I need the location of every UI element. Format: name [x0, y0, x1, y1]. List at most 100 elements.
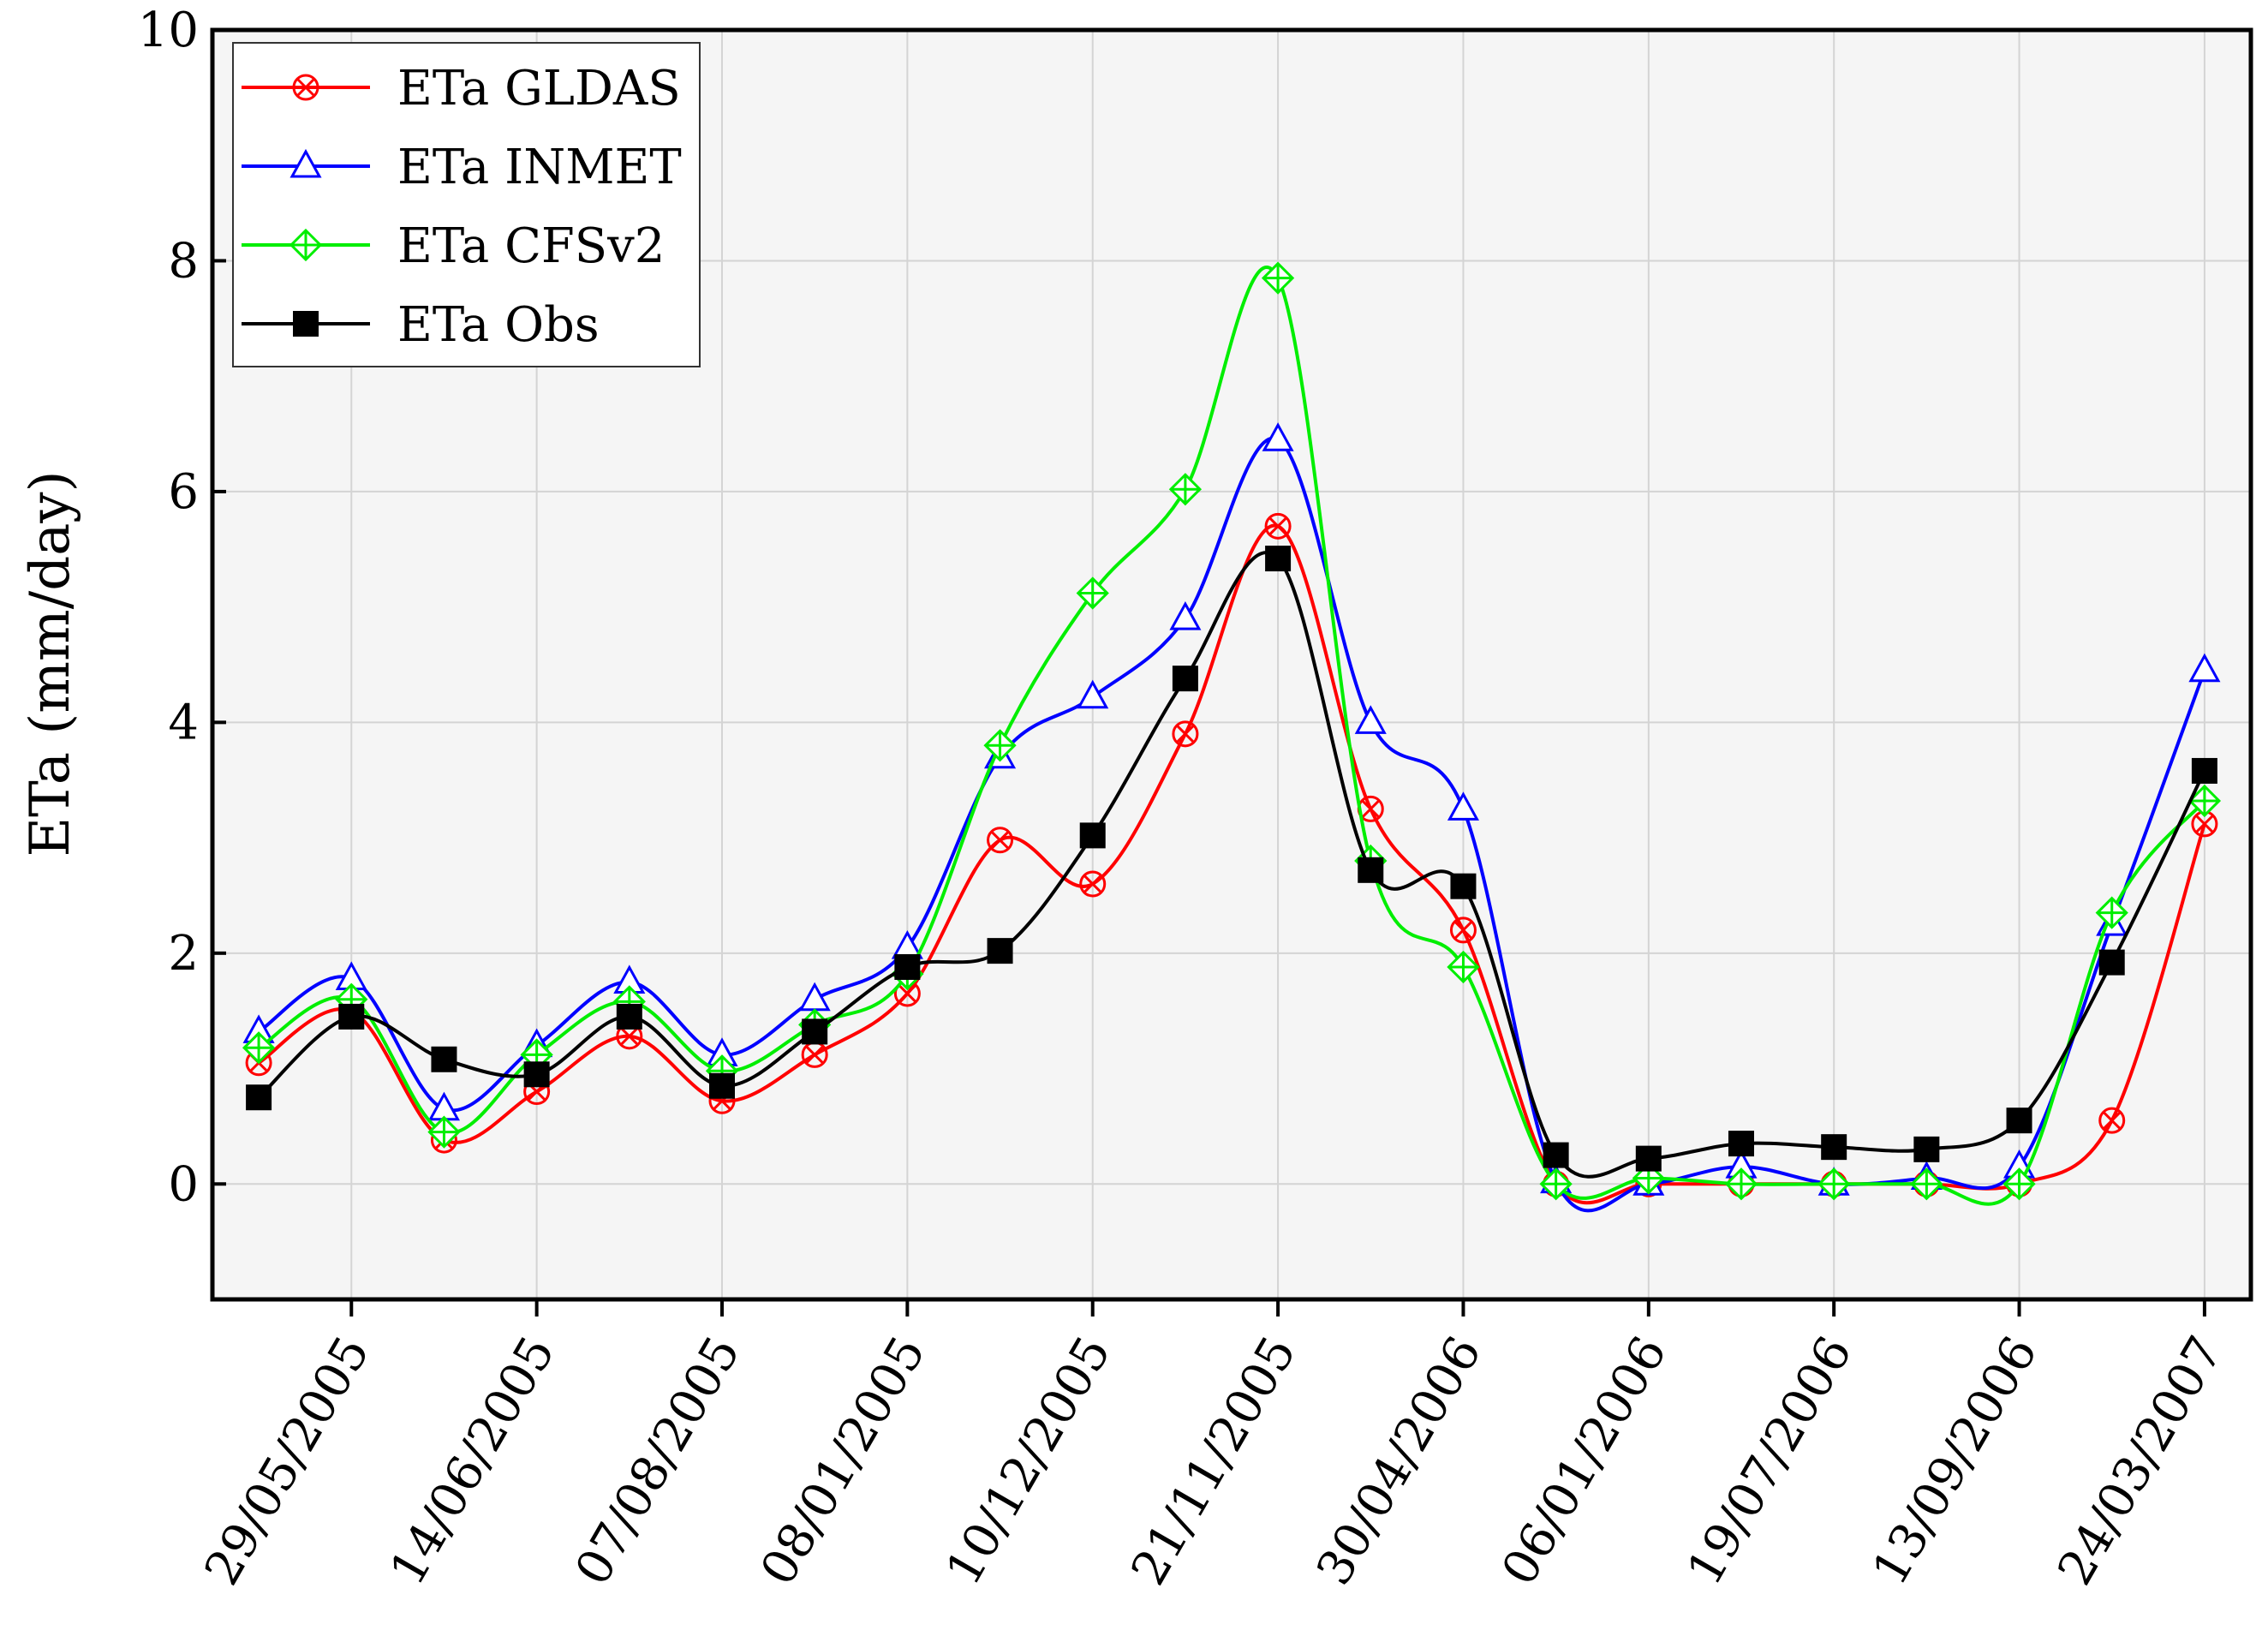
- marker-circle: [292, 74, 319, 101]
- data-point-eta-obs: [1728, 1131, 1754, 1157]
- marker-cross: [1453, 920, 1473, 940]
- data-point-eta-inmet: [2188, 653, 2221, 683]
- marker-plus: [1170, 475, 1200, 505]
- legend: ETa GLDAS ETa INMET ETa CFSv2 ETa Obs: [232, 42, 701, 367]
- x-tick-label: 29/05/2005: [194, 1328, 381, 1595]
- data-point-eta-obs: [1265, 546, 1292, 572]
- legend-marker: [289, 228, 323, 262]
- y-tick-label: 4: [168, 695, 199, 750]
- legend-label: ETa GLDAS: [397, 61, 681, 116]
- marker-plus: [1077, 578, 1107, 608]
- data-point-eta-cfsv2: [1724, 1167, 1758, 1201]
- marker-plus: [985, 731, 1015, 761]
- data-point-eta-cfsv2: [1910, 1167, 1943, 1201]
- data-point-eta-inmet: [1447, 791, 1479, 821]
- x-tick-label: 21/11/2005: [1121, 1328, 1308, 1595]
- x-tick-label: 24/03/2007: [2047, 1328, 2234, 1595]
- legend-item-eta-gldas: ETa GLDAS: [242, 61, 681, 116]
- x-tick-label: 10/12/2005: [935, 1328, 1122, 1595]
- marker-circle: [1449, 917, 1477, 944]
- legend-label: ETa CFSv2: [397, 218, 665, 274]
- data-point-eta-obs: [338, 1003, 365, 1030]
- data-point-eta-gldas: [1172, 720, 1199, 748]
- data-point-eta-cfsv2: [242, 1031, 276, 1065]
- data-point-eta-inmet: [1077, 679, 1109, 709]
- data-point-eta-cfsv2: [427, 1115, 461, 1149]
- marker-cross: [2102, 1111, 2122, 1131]
- x-tick-label: 06/01/2006: [1491, 1328, 1678, 1595]
- x-tick-label: 13/09/2006: [1862, 1328, 2049, 1595]
- data-point-eta-obs: [2191, 757, 2217, 784]
- data-point-eta-cfsv2: [1261, 261, 1295, 295]
- marker-plus: [1263, 263, 1293, 293]
- marker-circle: [2098, 1107, 2126, 1134]
- marker-circle: [1264, 512, 1292, 540]
- data-point-eta-obs: [1821, 1134, 1847, 1161]
- data-point-eta-obs: [1543, 1142, 1569, 1168]
- marker-plus: [291, 230, 320, 260]
- data-point-eta-cfsv2: [1539, 1167, 1573, 1201]
- legend-marker: [292, 74, 319, 101]
- legend-marker: [293, 311, 319, 337]
- series-layer: [242, 261, 2222, 1213]
- marker-plus: [1541, 1169, 1571, 1199]
- data-point-eta-obs: [523, 1061, 550, 1088]
- data-point-eta-cfsv2: [2095, 896, 2128, 929]
- data-point-eta-obs: [616, 1003, 642, 1030]
- marker-plus: [1448, 952, 1478, 982]
- marker-plus: [1727, 1169, 1756, 1199]
- marker-cross: [1268, 516, 1288, 536]
- data-point-eta-inmet: [1354, 705, 1387, 734]
- data-point-eta-obs: [1172, 666, 1198, 692]
- marker-plus: [2097, 898, 2127, 928]
- data-point-eta-obs: [1358, 857, 1384, 883]
- data-point-eta-cfsv2: [1447, 950, 1480, 984]
- marker-cross: [805, 1045, 825, 1065]
- data-point-eta-cfsv2: [1168, 473, 1203, 506]
- data-point-eta-gldas: [1079, 870, 1107, 898]
- legend-label: ETa INMET: [397, 140, 682, 195]
- y-tick-label: 0: [168, 1156, 199, 1212]
- data-point-eta-inmet: [1169, 601, 1202, 630]
- data-point-eta-cfsv2: [983, 729, 1017, 762]
- x-tick-label: 14/06/2005: [379, 1328, 566, 1595]
- marker-plus: [2004, 1169, 2034, 1199]
- data-point-eta-cfsv2: [1076, 576, 1109, 610]
- marker-cross: [1361, 799, 1381, 819]
- y-tick-label: 2: [168, 926, 199, 982]
- marker-cross: [990, 830, 1010, 850]
- plot-frame: [210, 27, 2253, 1302]
- x-tick-label: 30/04/2006: [1306, 1328, 1493, 1595]
- marker-plus: [429, 1117, 459, 1147]
- x-tick-label: 07/08/2005: [564, 1328, 751, 1595]
- data-point-eta-inmet: [1262, 422, 1294, 451]
- marker-circle: [987, 827, 1014, 854]
- marker-cross: [295, 77, 316, 98]
- marker-plus: [1819, 1169, 1849, 1199]
- marker-cross: [619, 1026, 639, 1046]
- data-point-eta-obs: [709, 1072, 735, 1099]
- x-tick-label: 08/01/2005: [750, 1328, 937, 1595]
- data-point-eta-obs: [1635, 1145, 1662, 1172]
- data-point-eta-obs: [894, 953, 921, 980]
- data-point-eta-gldas: [987, 827, 1014, 854]
- marker-cross: [2194, 814, 2214, 833]
- marker-circle: [1172, 720, 1199, 748]
- y-axis-title: ETa (mm/day): [19, 470, 82, 857]
- y-tick-label: 10: [138, 3, 199, 58]
- data-point-eta-obs: [802, 1018, 828, 1045]
- data-point-eta-obs: [246, 1084, 272, 1111]
- marker-plus: [244, 1033, 274, 1063]
- marker-cross: [1175, 724, 1195, 743]
- data-point-eta-obs: [2006, 1108, 2032, 1134]
- legend-label: ETa Obs: [397, 297, 600, 353]
- data-point-eta-obs: [431, 1046, 457, 1072]
- data-point-eta-obs: [2098, 949, 2125, 976]
- marker-plus: [1912, 1169, 1942, 1199]
- legend-item-eta-obs: ETa Obs: [242, 297, 600, 353]
- data-point-eta-obs: [1913, 1136, 1940, 1162]
- data-point-eta-obs: [1450, 873, 1477, 899]
- x-tick-label: 19/07/2006: [1677, 1328, 1864, 1595]
- data-point-eta-cfsv2: [1817, 1167, 1851, 1201]
